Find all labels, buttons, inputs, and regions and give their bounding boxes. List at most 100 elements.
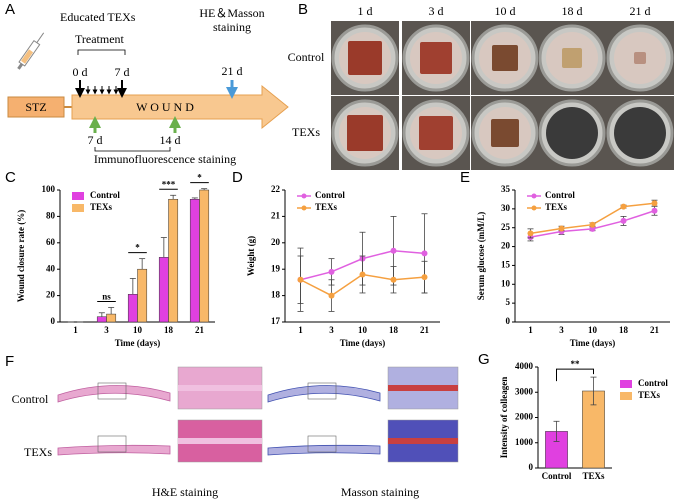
histology: Control TEXs H&E staining Masson staining [12, 366, 459, 499]
y-tick-label: 20 [46, 290, 56, 300]
wound [562, 48, 582, 68]
y-tick-label: 21 [271, 210, 281, 220]
zoom-layer [178, 438, 262, 444]
sig-line [556, 368, 594, 382]
legend-label: Control [545, 190, 575, 200]
row-label: Control [288, 50, 325, 64]
legend-label: Control [638, 378, 668, 388]
y-tick-label: 30 [501, 203, 511, 213]
x-tick-label: 18 [389, 325, 399, 335]
x-tick-label: 3 [329, 325, 334, 335]
day-label: 21 d [222, 64, 243, 78]
y-tick-label: 35 [501, 184, 511, 194]
legend-label: TEXs [545, 202, 568, 212]
day-label: 18 d [562, 4, 583, 18]
dish-inner [614, 107, 666, 159]
immuno-label: Immunofluorescence staining [94, 152, 236, 166]
y-axis-label: Serum glucose (mM/L) [476, 212, 486, 300]
point [589, 221, 596, 228]
legend-swatch [301, 193, 307, 199]
y-tick-label: 1000 [515, 437, 534, 447]
legend-swatch [72, 192, 84, 200]
tissue-strip [57, 444, 171, 456]
y-tick-label: 5 [506, 297, 511, 307]
treatment-label: Treatment [75, 32, 125, 46]
y-tick-label: 22 [271, 184, 281, 194]
wound [420, 42, 452, 74]
bar [158, 257, 169, 323]
legend-swatch [301, 205, 307, 211]
point [390, 247, 397, 254]
x-tick-label: 18 [164, 325, 174, 335]
stz-label: STZ [25, 100, 46, 114]
x-axis-label: Time (days) [115, 338, 161, 348]
day-label: 10 d [495, 4, 516, 18]
dish-inner [546, 107, 598, 159]
sig-label: *** [162, 179, 176, 189]
y-tick-label: 40 [46, 263, 56, 273]
row-label: TEXs [292, 125, 320, 139]
panel-letter: E [460, 169, 470, 186]
point [527, 230, 534, 237]
zoom-layer [178, 385, 262, 391]
panel-letter: C [5, 169, 16, 186]
x-tick-label: 21 [195, 325, 205, 335]
x-tick-label: 21 [420, 325, 430, 335]
y-tick-label: 19 [271, 263, 281, 273]
day-label: 3 d [429, 4, 444, 18]
sig-label: ns [102, 292, 111, 302]
y-tick-label: 0 [51, 316, 56, 326]
sig-label: * [197, 173, 202, 183]
y-tick-label: 80 [46, 210, 56, 220]
point [589, 225, 596, 232]
x-tick-label: 1 [73, 325, 78, 335]
y-tick-label: 2000 [515, 412, 534, 422]
wound [419, 116, 453, 150]
day-label: 14 d [160, 133, 181, 147]
sig-label: * [135, 243, 140, 253]
day-label: 7 d [88, 133, 103, 147]
scheme: STZ W O U N D Educated TEXs Treatment 0 … [7, 6, 289, 166]
legend-label: TEXs [638, 390, 661, 400]
method-label: H&E staining [152, 485, 218, 499]
y-tick-label: 10 [501, 278, 511, 288]
x-axis-label: Time (days) [570, 338, 616, 348]
zoom-box [307, 435, 337, 453]
point [328, 292, 335, 299]
tissue-strip [267, 385, 381, 403]
point [620, 217, 627, 224]
wound [634, 52, 646, 64]
point [651, 200, 658, 207]
y-tick-label: 100 [42, 184, 56, 194]
y-tick-label: 20 [501, 241, 511, 251]
legend-swatch [620, 380, 632, 388]
bar [189, 198, 200, 323]
y-axis-label: Weight (g) [246, 236, 256, 276]
point [421, 274, 428, 281]
bar [106, 313, 117, 323]
bar [168, 198, 179, 323]
syringe [17, 32, 45, 70]
x-tick-label: 1 [528, 325, 533, 335]
y-tick-label: 18 [271, 290, 281, 300]
panel-letter: D [232, 169, 243, 186]
wound [348, 41, 382, 75]
panel-letters: A B C D E F G [5, 1, 490, 370]
x-tick-label: Control [542, 471, 572, 481]
staining-label: HE＆Masson [199, 6, 264, 20]
point [558, 225, 565, 232]
legend-label: Control [90, 190, 120, 200]
point [651, 207, 658, 214]
legend-swatch [531, 193, 537, 199]
x-tick-label: 21 [650, 325, 660, 335]
x-tick-label: 18 [619, 325, 629, 335]
x-tick-label: 3 [104, 325, 109, 335]
wound [492, 45, 518, 71]
x-tick-label: TEXs [582, 471, 605, 481]
x-tick-label: 3 [559, 325, 564, 335]
legend-swatch [531, 205, 537, 211]
zoom-box [307, 382, 337, 400]
x-tick-label: 1 [298, 325, 303, 335]
